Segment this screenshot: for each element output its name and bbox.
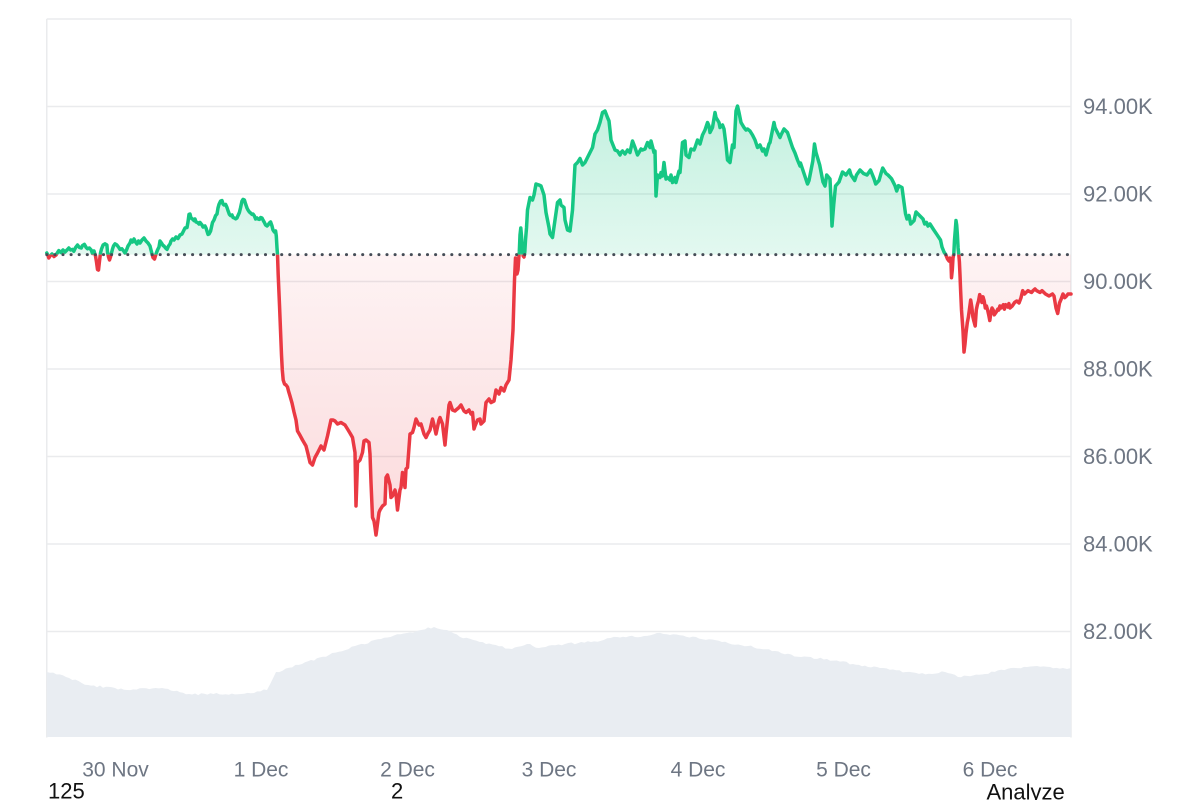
svg-text:4 Dec: 4 Dec <box>671 759 726 782</box>
svg-text:84.00K: 84.00K <box>1083 532 1153 557</box>
svg-text:2: 2 <box>391 779 403 800</box>
svg-text:82.00K: 82.00K <box>1083 619 1153 644</box>
svg-text:90.00K: 90.00K <box>1083 269 1153 294</box>
svg-text:86.00K: 86.00K <box>1083 444 1153 469</box>
svg-text:88.00K: 88.00K <box>1083 357 1153 382</box>
svg-text:Analyze: Analyze <box>987 780 1065 800</box>
svg-text:125: 125 <box>48 779 85 800</box>
svg-text:30 Nov: 30 Nov <box>82 759 149 782</box>
svg-text:2 Dec: 2 Dec <box>380 759 435 782</box>
svg-text:94.00K: 94.00K <box>1083 94 1153 119</box>
svg-text:6 Dec: 6 Dec <box>963 759 1018 782</box>
svg-text:1 Dec: 1 Dec <box>234 759 289 782</box>
svg-text:92.00K: 92.00K <box>1083 182 1153 207</box>
svg-text:3 Dec: 3 Dec <box>522 759 577 782</box>
svg-text:5 Dec: 5 Dec <box>816 759 871 782</box>
